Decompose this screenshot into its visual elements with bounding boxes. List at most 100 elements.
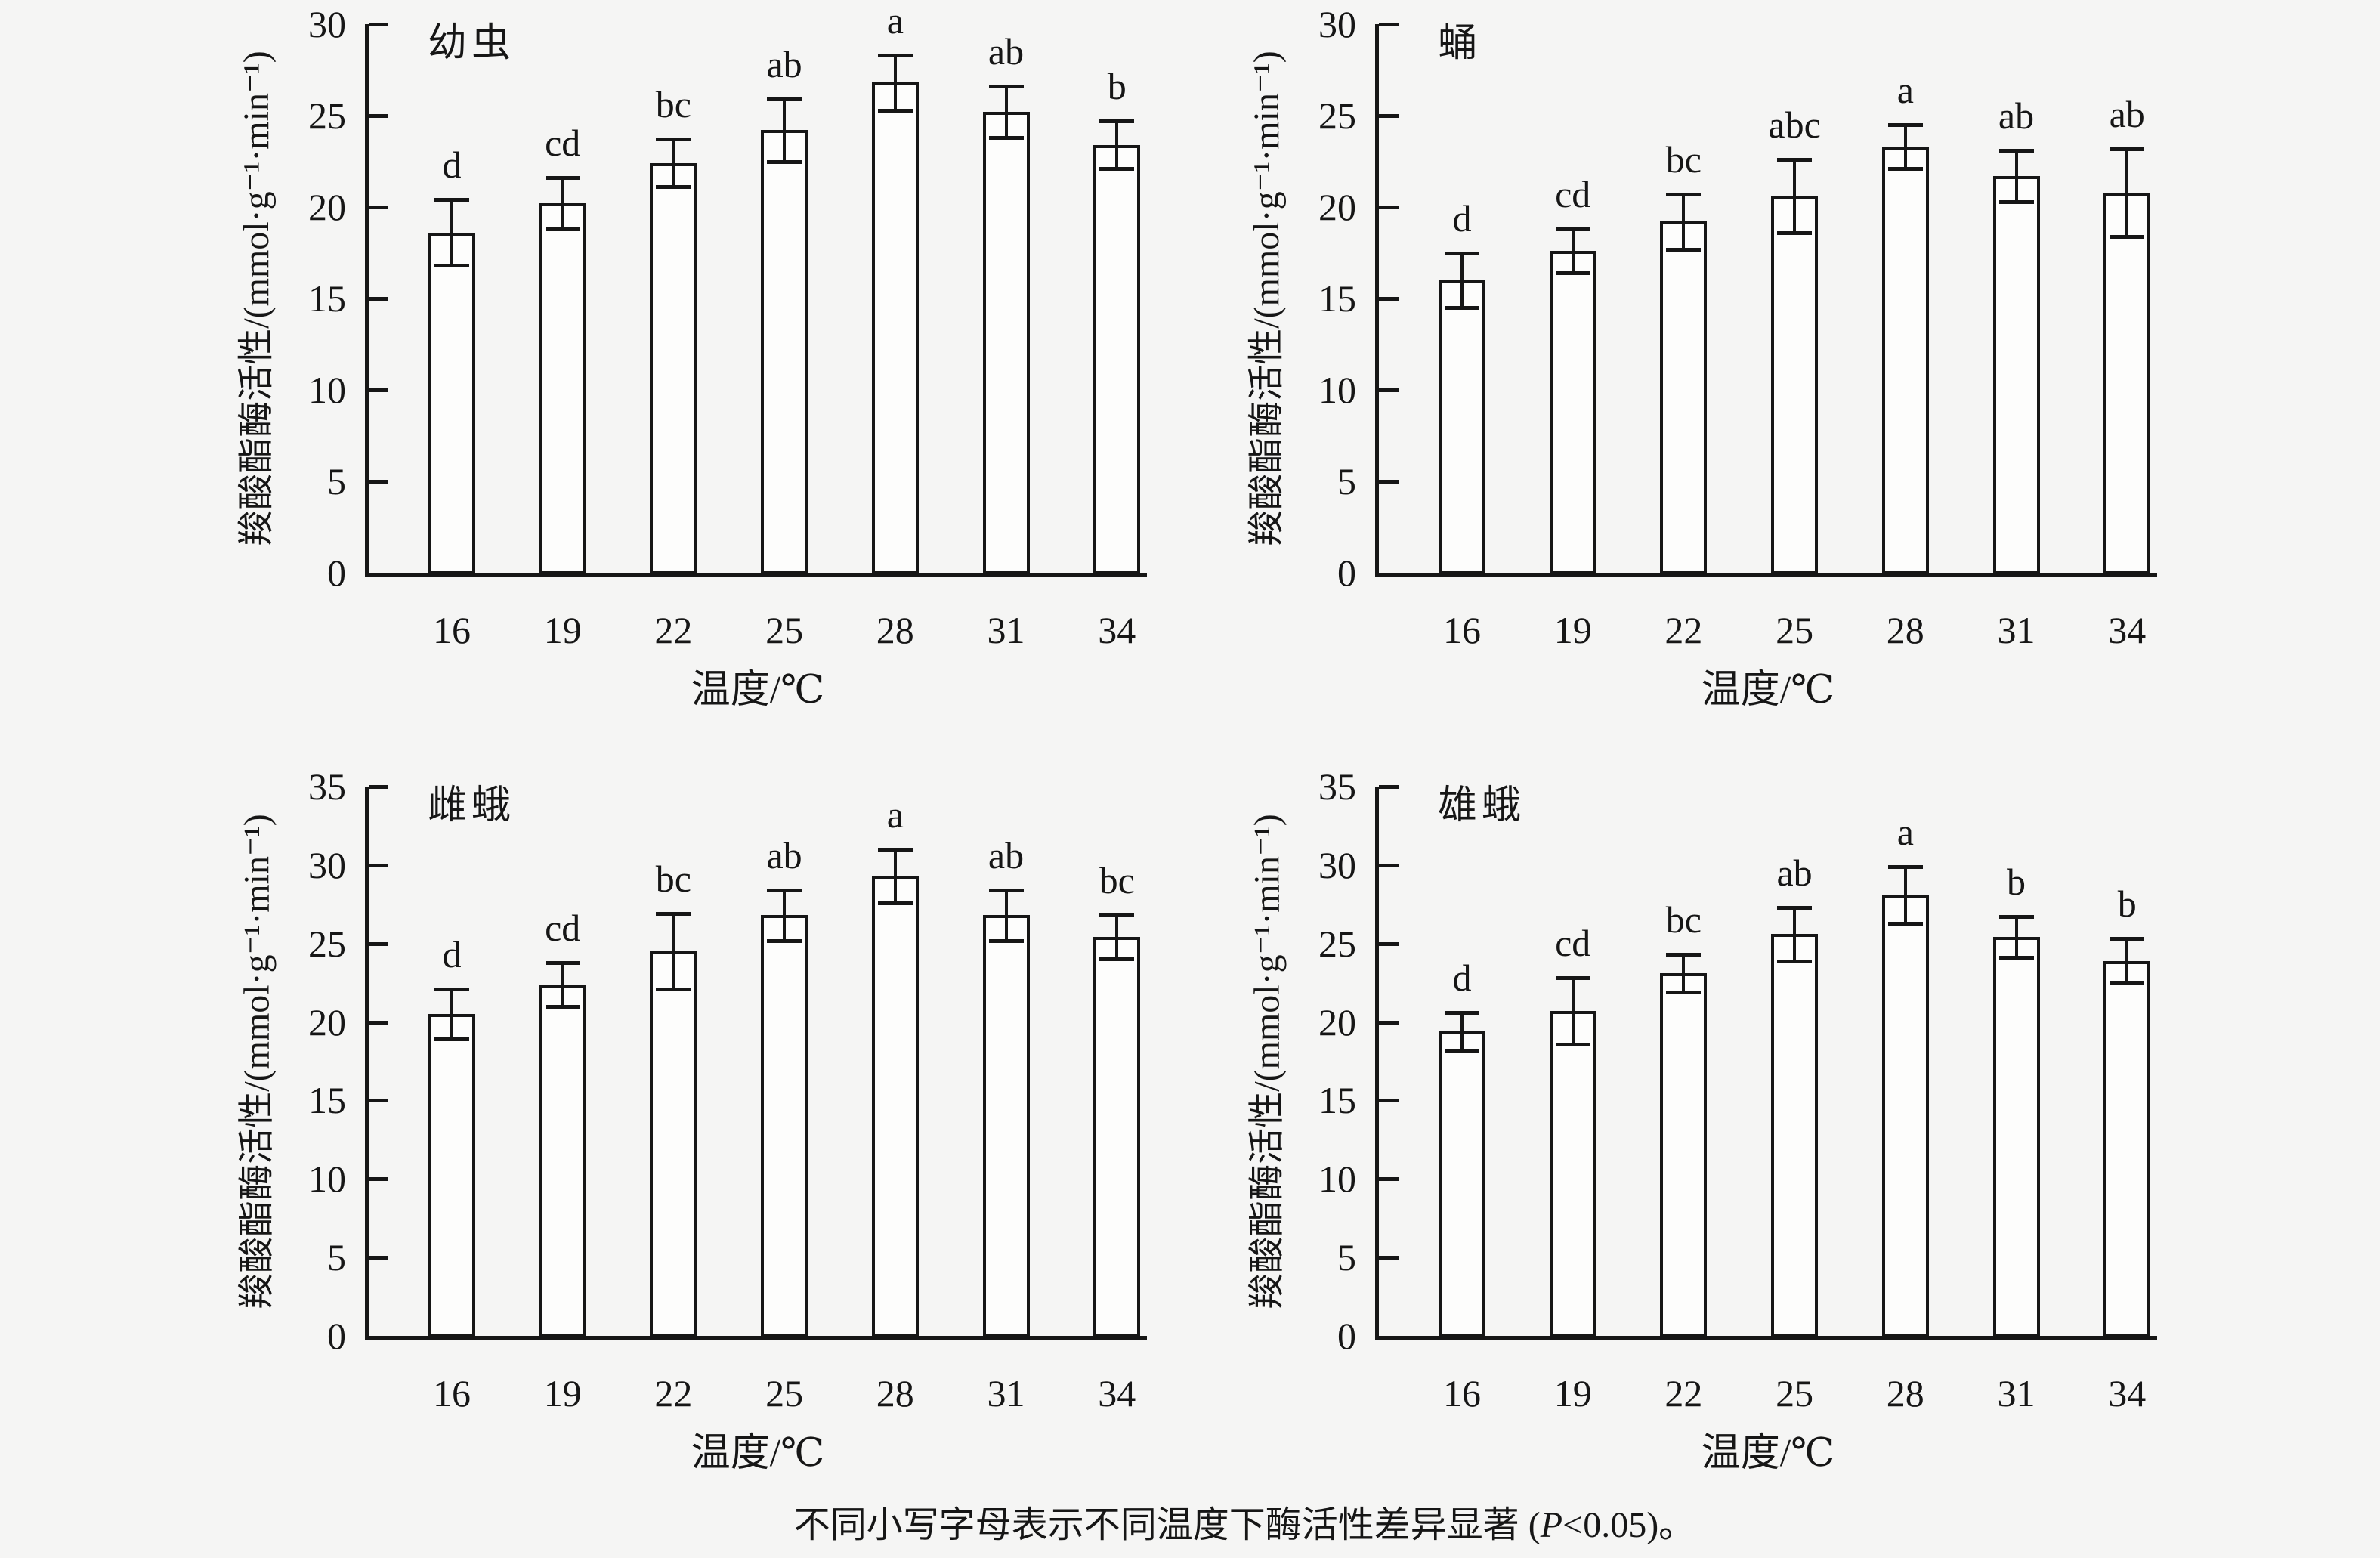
error-bar-cap-bottom: [1777, 230, 1813, 235]
y-tick-label: 20: [308, 1000, 346, 1043]
error-bar-cap-top: [1666, 193, 1702, 197]
x-tick-label: 16: [433, 1372, 471, 1414]
error-bar-cap-top: [1555, 227, 1590, 232]
error-bar-cap-top: [1887, 123, 1923, 128]
bar: [982, 112, 1030, 574]
sig-letter: cd: [1555, 173, 1591, 216]
error-bar-cap-bottom: [545, 227, 580, 232]
error-bar-cap-top: [1777, 158, 1813, 162]
error-bar-line: [561, 178, 564, 230]
error-bar-cap-top: [767, 97, 802, 102]
x-tick-label: 16: [1443, 609, 1481, 651]
y-tick-label: 0: [1337, 552, 1356, 594]
x-tick-label: 28: [876, 609, 914, 651]
error-bar-cap-bottom: [877, 901, 913, 905]
figure-caption: 不同小写字母表示不同温度下酶活性差异显著 (P<0.05)。: [54, 1499, 2380, 1552]
x-tick-label: 22: [1664, 1372, 1703, 1414]
error-bar-cap-top: [1099, 119, 1135, 124]
sig-letter: a: [886, 0, 904, 42]
error-bar-cap-bottom: [2110, 234, 2145, 239]
y-tick: [369, 1020, 388, 1025]
error-bar-cap-top: [1998, 148, 2034, 153]
bar: [2103, 960, 2151, 1337]
error-bar-line: [2125, 938, 2129, 983]
error-bar-cap-top: [1555, 976, 1590, 981]
error-bar-cap-top: [545, 960, 580, 965]
x-tick-label: 25: [765, 1372, 804, 1414]
y-tick-label: 20: [308, 186, 346, 228]
bar: [871, 876, 919, 1337]
y-tick: [369, 297, 388, 301]
bar: [1992, 937, 2040, 1337]
sig-letter: cd: [545, 906, 581, 949]
error-bar-line: [450, 199, 453, 266]
y-tick: [1379, 785, 1399, 789]
y-tick: [1379, 206, 1399, 209]
error-bar-cap-top: [988, 889, 1024, 893]
y-tick-label: 25: [1318, 922, 1356, 965]
bar: [761, 130, 808, 574]
y-tick: [1379, 297, 1399, 301]
error-bar-cap-top: [877, 54, 913, 58]
error-bar-line: [893, 849, 897, 903]
x-tick-label: 31: [1997, 609, 2035, 651]
error-bar-line: [1460, 252, 1464, 308]
x-axis-title: 温度/℃: [691, 1432, 825, 1475]
sig-letter: d: [442, 932, 462, 975]
y-axis-line: [1375, 24, 1379, 577]
bar: [1439, 1031, 1485, 1337]
x-tick-label: 19: [1553, 609, 1592, 651]
y-tick-label: 25: [308, 94, 346, 137]
error-bar-cap-bottom: [545, 1004, 580, 1009]
y-tick-label: 0: [1337, 1315, 1356, 1357]
caption-p-symbol: P: [1540, 1505, 1563, 1545]
bar: [1881, 895, 1929, 1337]
bar: [2103, 192, 2151, 574]
sig-letter: d: [1452, 196, 1472, 240]
error-bar-cap-top: [656, 138, 691, 142]
error-bar-line: [1682, 954, 1686, 993]
panel-title: 雌蛾: [428, 784, 516, 827]
y-tick-label: 5: [327, 460, 346, 502]
y-tick: [1379, 1256, 1399, 1260]
error-bar-cap-bottom: [988, 136, 1024, 141]
error-bar-cap-bottom: [1099, 957, 1135, 962]
sig-letter: a: [1896, 69, 1914, 112]
error-bar-line: [672, 913, 675, 989]
y-tick: [1379, 23, 1399, 26]
y-tick: [369, 206, 388, 209]
error-bar-cap-top: [1099, 913, 1135, 918]
x-axis-title: 温度/℃: [691, 669, 825, 712]
sig-letter: ab: [2109, 92, 2145, 135]
y-tick-label: 20: [1318, 1000, 1356, 1043]
error-bar-cap-top: [767, 889, 802, 893]
error-bar-cap-bottom: [1998, 956, 2034, 960]
sig-letter: b: [1107, 65, 1127, 108]
bar: [1771, 934, 1819, 1337]
error-bar-line: [783, 890, 787, 941]
sig-letter: bc: [655, 858, 691, 901]
x-tick-label: 34: [1098, 1372, 1136, 1414]
y-tick-label: 30: [308, 3, 346, 45]
x-tick-label: 22: [654, 609, 693, 651]
error-bar-line: [1115, 121, 1119, 169]
y-tick-label: 35: [308, 765, 346, 808]
error-bar-cap-top: [877, 848, 913, 852]
panel-title: 蛹: [1438, 22, 1482, 65]
y-tick-label: 10: [1318, 369, 1356, 411]
error-bar-line: [1793, 907, 1797, 961]
caption-prefix: 不同小写字母表示不同温度下酶活性差异显著 (: [793, 1505, 1541, 1545]
y-tick-label: 15: [308, 277, 346, 320]
error-bar-cap-bottom: [1998, 199, 2034, 204]
x-tick-label: 16: [1443, 1372, 1481, 1414]
error-bar-cap-bottom: [1099, 167, 1135, 172]
error-bar-line: [561, 962, 564, 1006]
error-bar-cap-bottom: [877, 108, 913, 113]
y-tick: [369, 941, 388, 946]
x-axis-line: [365, 573, 1147, 577]
y-tick: [369, 1177, 388, 1182]
error-bar-line: [2125, 148, 2129, 236]
bar: [650, 951, 697, 1337]
